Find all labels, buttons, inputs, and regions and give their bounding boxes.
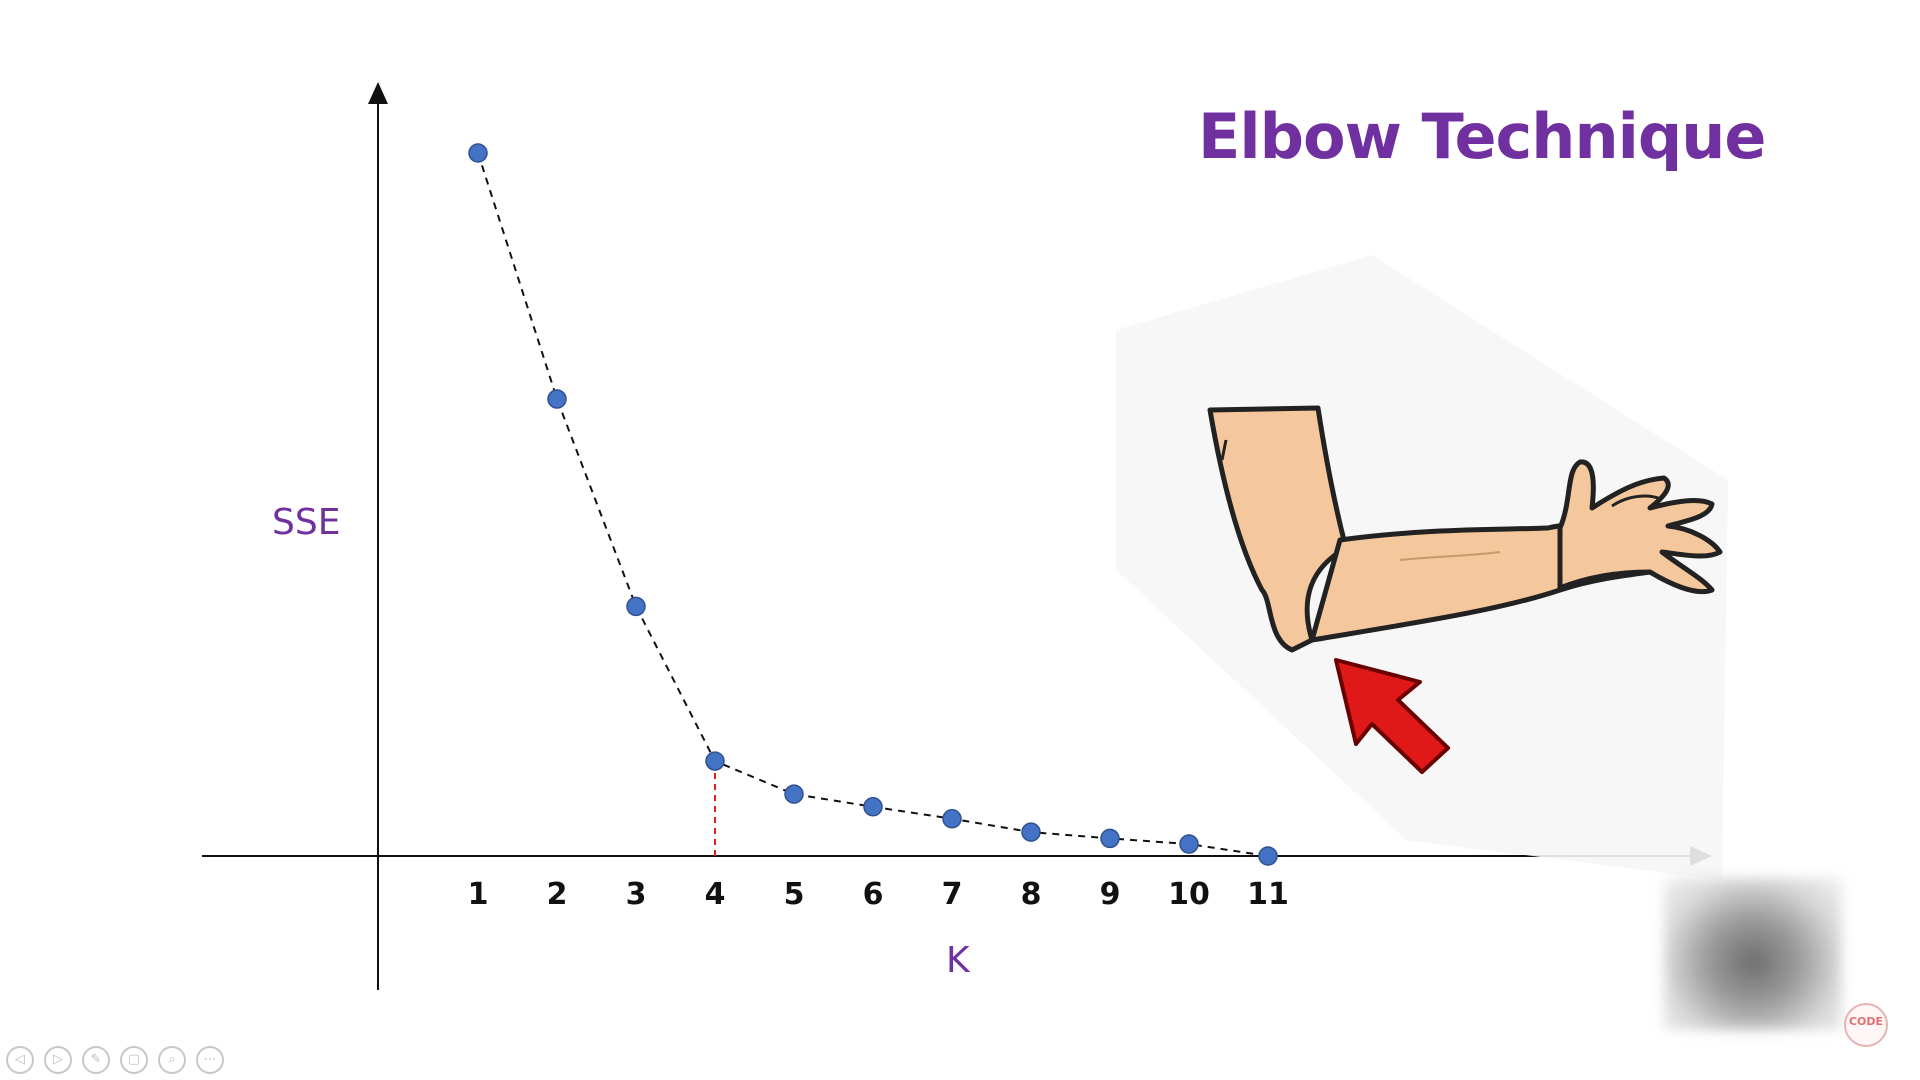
slides-overview-button[interactable]: ▢ <box>120 1046 148 1074</box>
x-tick-label: 10 <box>1168 877 1210 912</box>
data-point-k1 <box>468 143 488 163</box>
data-point-k2 <box>547 389 567 409</box>
data-point-k10 <box>1179 834 1199 854</box>
channel-logo-text: CODE <box>1848 1015 1884 1028</box>
x-tick-label: 7 <box>942 877 963 912</box>
x-tick-label: 9 <box>1100 877 1121 912</box>
more-options-button[interactable]: ⋯ <box>196 1046 224 1074</box>
data-point-k9 <box>1100 828 1120 849</box>
arm-illustration <box>1116 255 1728 880</box>
x-tick-label: 3 <box>626 877 647 912</box>
data-point-k8 <box>1021 822 1041 842</box>
chart-title: Elbow Technique <box>1198 100 1766 173</box>
x-tick-label: 1 <box>468 877 489 912</box>
data-point-k11 <box>1258 846 1278 866</box>
x-tick-label: 4 <box>705 877 726 912</box>
zoom-button[interactable]: ⌕ <box>158 1046 186 1074</box>
channel-logo: CODE <box>1844 1003 1888 1047</box>
next-slide-button[interactable]: ▷ <box>44 1046 72 1074</box>
pen-tool-button[interactable]: ✎ <box>82 1046 110 1074</box>
x-tick-label: 6 <box>863 877 884 912</box>
x-tick-label: 5 <box>784 877 805 912</box>
data-point-k5 <box>784 784 804 804</box>
sse-points-group <box>468 143 1278 866</box>
x-axis-label: K <box>946 940 970 981</box>
data-point-k3 <box>626 596 646 617</box>
x-tick-label: 11 <box>1247 877 1289 912</box>
data-point-k7 <box>942 808 962 829</box>
previous-slide-button[interactable]: ◁ <box>6 1046 34 1074</box>
blurred-webcam-overlay <box>1664 878 1842 1030</box>
x-tick-label: 2 <box>547 877 568 912</box>
data-point-k6 <box>863 797 883 817</box>
slide-player-controls: ◁ ▷ ✎ ▢ ⌕ ⋯ <box>6 1046 224 1074</box>
data-point-k4 <box>705 751 725 771</box>
y-axis-label: SSE <box>272 502 341 543</box>
x-tick-label: 8 <box>1021 877 1042 912</box>
x-tick-labels: 1 2 3 4 5 6 7 8 9 10 11 <box>468 877 1289 912</box>
